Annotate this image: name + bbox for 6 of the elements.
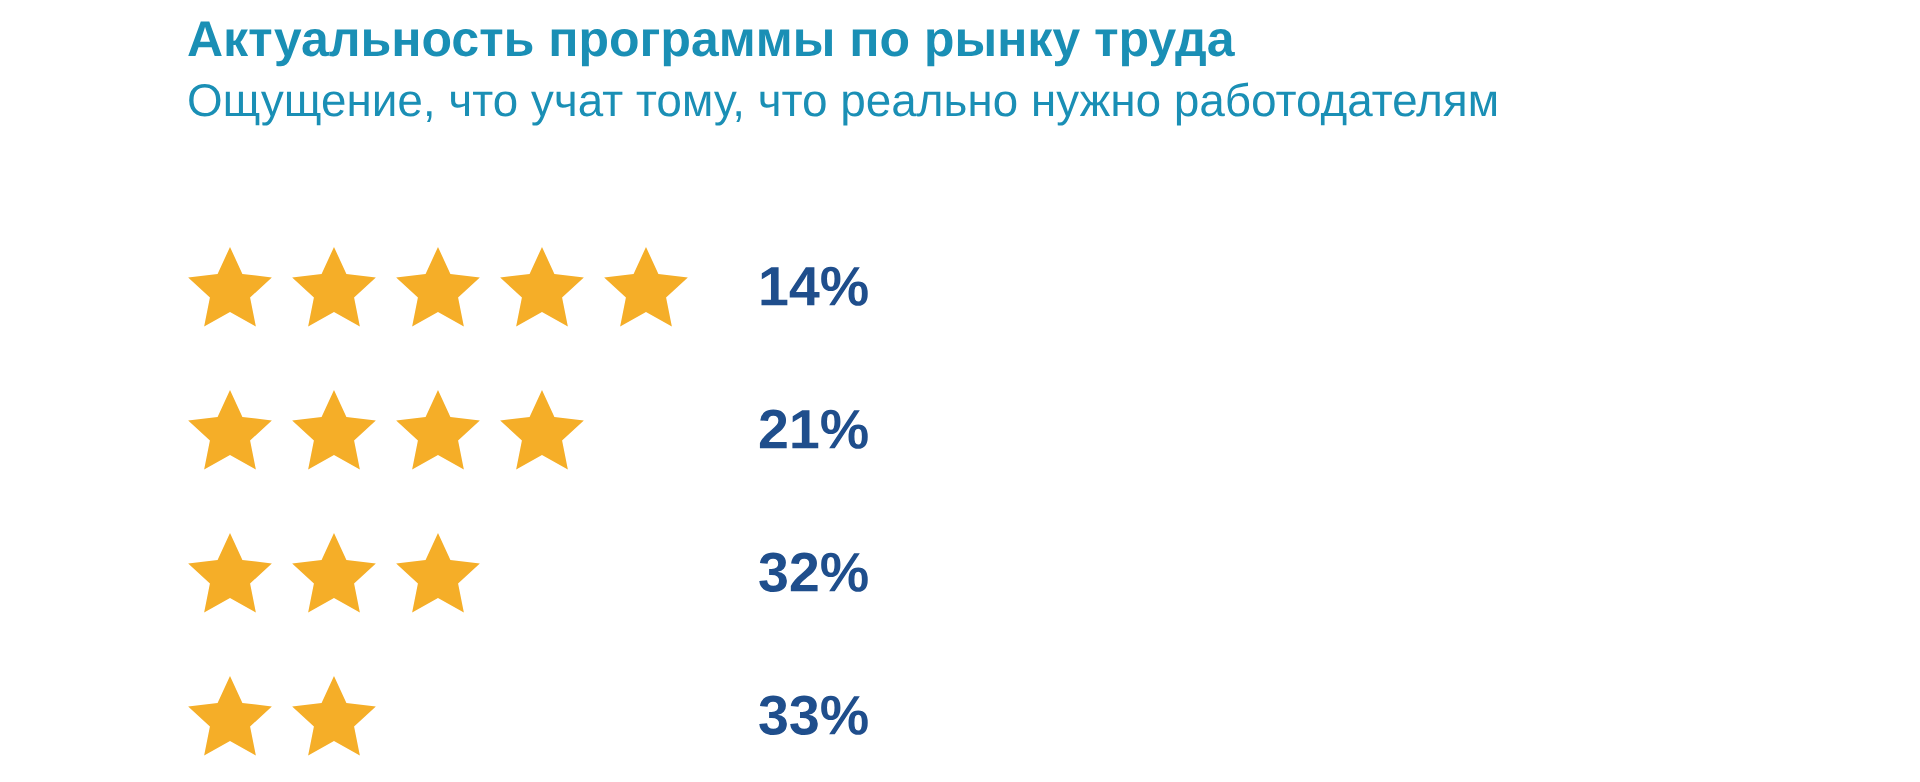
text: Ощущение, что учат тому, что реально нужно работодателям xyxy=(189,82,1497,126)
text: Актуальность программы по рынку труда xyxy=(188,21,1235,67)
data-label: 33% xyxy=(759,695,868,735)
data-label: 14% xyxy=(761,266,868,306)
data-label: 32% xyxy=(759,552,868,592)
data-label: 21% xyxy=(759,409,868,449)
